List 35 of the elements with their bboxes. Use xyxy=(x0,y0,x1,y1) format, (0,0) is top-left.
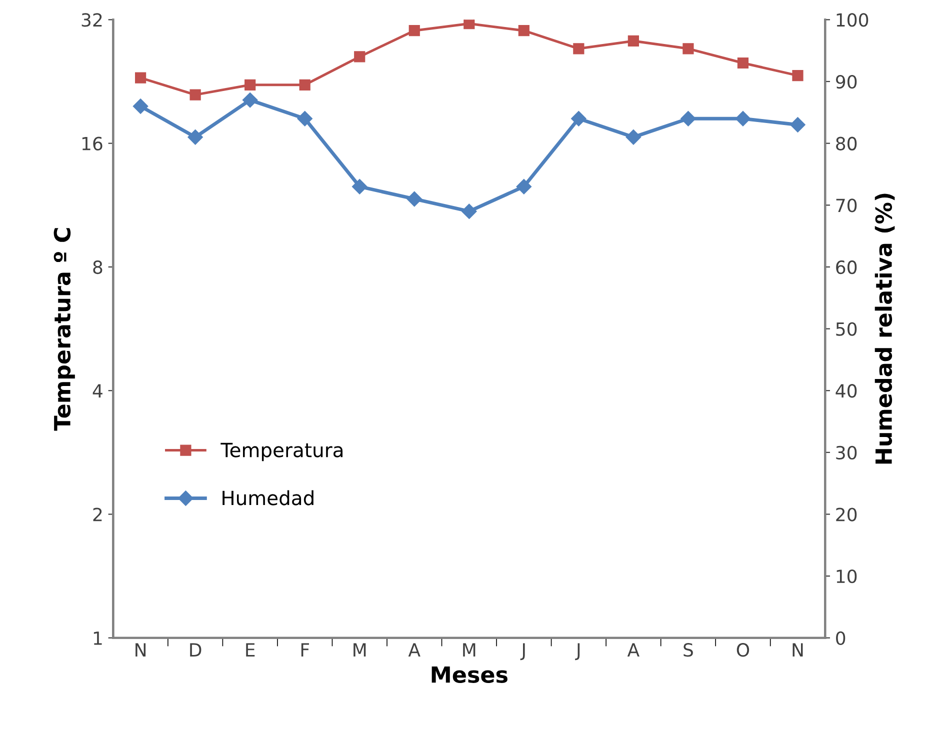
legend-label: Humedad xyxy=(222,490,314,506)
x-tick-label: A xyxy=(627,643,640,656)
x-tick-label: S xyxy=(684,643,693,657)
x-tick-label: M xyxy=(354,643,366,656)
x-tick-label: F xyxy=(301,643,309,656)
y2-tick-label: 80 xyxy=(836,136,857,150)
y2-tick-label: 70 xyxy=(836,198,857,212)
y2-tick-label: 100 xyxy=(836,13,868,27)
x-tick-label: J xyxy=(575,643,580,660)
y-axis-title: Temperatura º C xyxy=(54,228,75,431)
x-tick-label: N xyxy=(792,643,803,656)
y2-tick-label: 10 xyxy=(836,570,857,584)
y-tick-label: 4 xyxy=(92,384,102,398)
x-tick-label: E xyxy=(246,643,255,656)
y-tick-label: 32 xyxy=(82,13,102,27)
y2-tick-label: 50 xyxy=(836,322,857,336)
x-tick-label: N xyxy=(136,643,146,656)
x-tick-label: D xyxy=(190,643,202,656)
x-axis-title: Meses xyxy=(432,666,508,683)
y2-tick-label: 30 xyxy=(836,446,857,460)
x-tick-label: A xyxy=(408,643,420,656)
y-tick-label: 1 xyxy=(94,632,102,645)
y-tick-label: 8 xyxy=(93,260,102,274)
x-tick-label: J xyxy=(520,643,525,660)
x-tick-label: M xyxy=(463,643,476,656)
y-tick-label: 16 xyxy=(82,136,102,150)
legend-label: Temperatura xyxy=(220,442,342,462)
y-tick-label: 2 xyxy=(93,508,102,522)
y2-axis-title: Humedad relativa (%) xyxy=(874,194,895,464)
y2-tick-label: 40 xyxy=(836,384,857,398)
y2-tick-label: 60 xyxy=(836,260,857,274)
y2-tick-label: 90 xyxy=(836,74,857,89)
y2-tick-label: 0 xyxy=(836,631,846,645)
y2-tick-label: 20 xyxy=(836,508,857,522)
x-tick-label: O xyxy=(736,643,750,657)
